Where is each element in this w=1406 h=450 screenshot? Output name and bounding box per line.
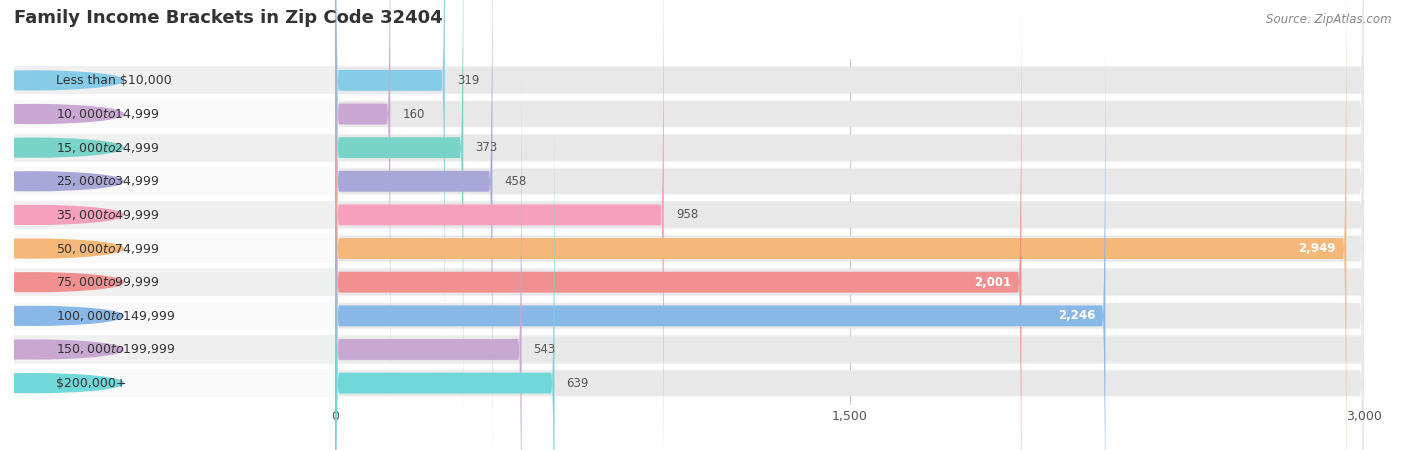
Bar — [336, 335, 1364, 364]
Bar — [14, 167, 336, 195]
Text: Source: ZipAtlas.com: Source: ZipAtlas.com — [1267, 14, 1392, 27]
FancyBboxPatch shape — [336, 0, 492, 450]
FancyBboxPatch shape — [336, 0, 1364, 450]
Bar — [336, 167, 1364, 195]
FancyBboxPatch shape — [336, 23, 522, 450]
Bar — [336, 302, 1364, 330]
Bar — [336, 369, 1364, 397]
Circle shape — [0, 206, 124, 225]
Text: 543: 543 — [533, 343, 555, 356]
Bar — [14, 201, 336, 229]
Text: $15,000 to $24,999: $15,000 to $24,999 — [56, 141, 159, 155]
Bar — [14, 234, 336, 263]
FancyBboxPatch shape — [336, 0, 1364, 450]
Text: $150,000 to $199,999: $150,000 to $199,999 — [56, 342, 176, 356]
Bar — [14, 335, 336, 364]
Bar — [336, 134, 1364, 162]
Circle shape — [0, 71, 124, 90]
FancyBboxPatch shape — [336, 0, 664, 450]
Text: Less than $10,000: Less than $10,000 — [56, 74, 172, 87]
FancyBboxPatch shape — [336, 0, 1364, 450]
Bar — [336, 234, 1364, 263]
Circle shape — [0, 138, 124, 157]
FancyBboxPatch shape — [336, 0, 1364, 450]
Text: 639: 639 — [567, 377, 589, 390]
Text: 319: 319 — [457, 74, 479, 87]
Circle shape — [0, 306, 124, 325]
Bar — [336, 100, 1364, 128]
FancyBboxPatch shape — [336, 0, 1364, 450]
Text: 2,001: 2,001 — [974, 276, 1011, 289]
Circle shape — [0, 239, 124, 258]
Circle shape — [0, 273, 124, 292]
Text: 458: 458 — [505, 175, 527, 188]
Circle shape — [0, 104, 124, 123]
Text: 2,949: 2,949 — [1299, 242, 1336, 255]
Bar — [336, 201, 1364, 229]
Text: $100,000 to $149,999: $100,000 to $149,999 — [56, 309, 176, 323]
Text: 958: 958 — [676, 208, 697, 221]
Circle shape — [0, 374, 124, 392]
Text: 2,246: 2,246 — [1057, 309, 1095, 322]
Bar — [14, 134, 336, 162]
Bar — [14, 302, 336, 330]
Circle shape — [0, 340, 124, 359]
Text: $25,000 to $34,999: $25,000 to $34,999 — [56, 174, 159, 188]
Bar — [14, 66, 336, 94]
FancyBboxPatch shape — [336, 0, 464, 450]
Bar — [336, 66, 1364, 94]
Text: $200,000+: $200,000+ — [56, 377, 127, 390]
Text: $10,000 to $14,999: $10,000 to $14,999 — [56, 107, 159, 121]
FancyBboxPatch shape — [336, 0, 444, 406]
FancyBboxPatch shape — [336, 0, 1364, 450]
Text: 373: 373 — [475, 141, 498, 154]
FancyBboxPatch shape — [336, 0, 1364, 450]
Bar — [14, 100, 336, 128]
Circle shape — [0, 172, 124, 191]
FancyBboxPatch shape — [336, 0, 1364, 450]
Text: $50,000 to $74,999: $50,000 to $74,999 — [56, 242, 159, 256]
FancyBboxPatch shape — [336, 0, 1021, 450]
FancyBboxPatch shape — [336, 0, 1364, 450]
FancyBboxPatch shape — [336, 0, 1105, 450]
Bar — [14, 369, 336, 397]
FancyBboxPatch shape — [336, 0, 1347, 450]
Text: $75,000 to $99,999: $75,000 to $99,999 — [56, 275, 159, 289]
FancyBboxPatch shape — [336, 0, 391, 440]
FancyBboxPatch shape — [336, 0, 1364, 450]
Text: $35,000 to $49,999: $35,000 to $49,999 — [56, 208, 159, 222]
Text: Family Income Brackets in Zip Code 32404: Family Income Brackets in Zip Code 32404 — [14, 9, 443, 27]
Text: 160: 160 — [402, 108, 425, 121]
Bar — [336, 268, 1364, 297]
Bar — [14, 268, 336, 297]
FancyBboxPatch shape — [336, 57, 554, 450]
